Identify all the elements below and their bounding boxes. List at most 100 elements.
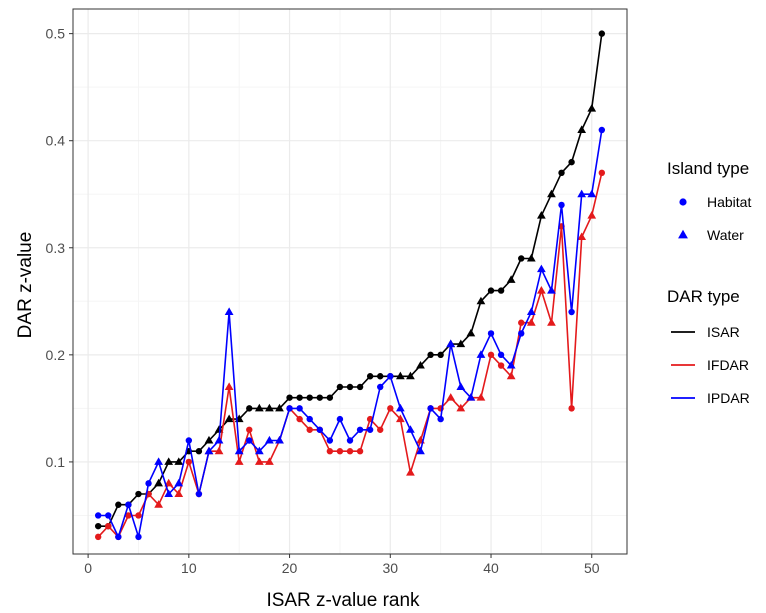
point-ifdar [406, 468, 415, 476]
point-ifdar [456, 403, 466, 412]
point-ipdar [466, 393, 476, 401]
point-ifdar [395, 414, 405, 423]
point-ipdar [476, 350, 486, 358]
point-ipdar [518, 330, 525, 337]
x-tick-label: 50 [584, 560, 600, 576]
point-isar [275, 403, 284, 412]
point-ifdar [296, 415, 303, 423]
y-axis-title: DAR z-value [15, 232, 36, 339]
point-ifdar [387, 405, 394, 412]
point-ipdar [115, 533, 122, 541]
legend-label-ifdar: IFDAR [707, 357, 749, 373]
legend-key-habitat [679, 198, 687, 206]
point-isar [487, 287, 495, 294]
point-ipdar [224, 307, 234, 316]
point-ipdar [164, 489, 174, 498]
point-isar [195, 448, 203, 455]
point-isar [174, 457, 184, 465]
y-tick-label: 0.1 [46, 454, 66, 470]
point-isar [265, 403, 274, 412]
legend-key-water [678, 229, 688, 239]
point-isar [395, 371, 405, 380]
point-ipdar [416, 446, 425, 455]
point-ifdar [326, 448, 334, 455]
point-isar [526, 253, 536, 262]
point-ifdar [306, 426, 313, 433]
point-ipdar [526, 307, 536, 316]
point-isar [214, 425, 224, 433]
legend-label-habitat: Habitat [707, 194, 751, 210]
point-isar [204, 435, 214, 444]
legend-title-dar-type: DAR type [667, 287, 740, 306]
point-ifdar [497, 362, 505, 369]
point-isar [115, 501, 122, 508]
point-ipdar [537, 264, 546, 273]
legend-label-water: Water [707, 227, 744, 243]
point-ifdar [224, 382, 234, 390]
point-isar [254, 403, 264, 412]
point-isar [577, 125, 587, 133]
x-tick-label: 0 [84, 560, 92, 576]
x-tick-label: 20 [282, 560, 298, 576]
point-ipdar [497, 351, 505, 359]
point-ipdar [406, 425, 415, 433]
point-ipdar [366, 426, 374, 433]
point-ifdar [587, 211, 597, 219]
point-ipdar [427, 405, 434, 412]
point-isar [336, 383, 344, 391]
point-ifdar [598, 169, 606, 177]
point-isar [135, 490, 142, 498]
point-ipdar [326, 437, 334, 444]
point-ifdar [265, 457, 274, 465]
panel-border [72, 8, 628, 555]
y-tick-label: 0.5 [46, 26, 66, 42]
point-ifdar [174, 489, 184, 498]
point-ifdar [125, 512, 132, 519]
point-ipdar [174, 478, 184, 487]
point-isar [456, 339, 466, 348]
point-ipdar [577, 189, 587, 198]
point-ifdar [547, 318, 556, 326]
point-ipdar [214, 435, 224, 444]
point-ipdar [105, 512, 112, 519]
point-ipdar [195, 490, 203, 498]
point-ifdar [506, 371, 516, 380]
point-isar [547, 189, 556, 198]
point-ifdar [246, 426, 253, 433]
legend-title-island-type: Island type [667, 159, 749, 178]
point-isar [587, 103, 597, 112]
point-isar [427, 351, 434, 359]
point-ipdar [547, 286, 556, 294]
point-ipdar [568, 308, 575, 316]
point-ipdar [377, 383, 384, 391]
point-ifdar [476, 393, 486, 401]
point-ipdar [387, 373, 394, 380]
point-ifdar [94, 533, 102, 541]
x-tick-label: 40 [483, 560, 499, 576]
point-ipdar [145, 480, 152, 487]
grid [73, 9, 627, 554]
point-ifdar [254, 457, 264, 465]
point-ipdar [446, 339, 456, 348]
point-ipdar [265, 435, 274, 444]
point-isar [537, 211, 546, 219]
point-isar [416, 360, 425, 369]
point-isar [506, 275, 516, 283]
point-isar [246, 405, 253, 412]
point-ipdar [234, 446, 244, 455]
point-ifdar [487, 351, 495, 359]
point-isar [164, 457, 174, 465]
point-isar [306, 394, 313, 401]
point-ipdar [296, 405, 303, 412]
point-ifdar [356, 448, 364, 455]
point-ifdar [336, 448, 344, 455]
point-ifdar [234, 457, 244, 465]
point-ifdar [154, 500, 163, 508]
point-ifdar [526, 318, 536, 326]
point-ipdar [254, 446, 264, 455]
point-ifdar [105, 522, 112, 530]
y-tick-label: 0.2 [46, 347, 66, 363]
point-ipdar [506, 360, 516, 369]
point-isar [296, 394, 303, 401]
legend-label-ipdar: IPDAR [707, 390, 750, 406]
